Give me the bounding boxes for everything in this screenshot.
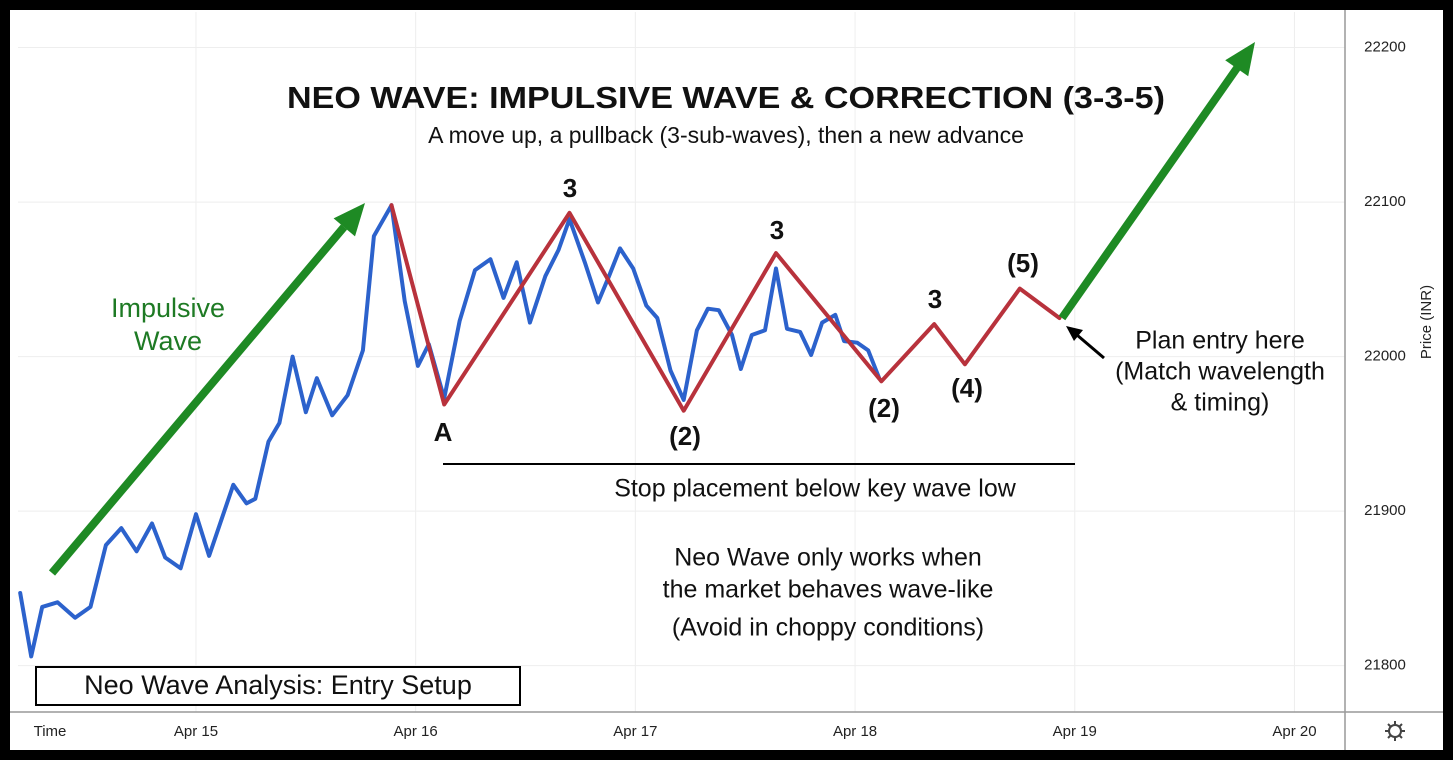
- annotation: (Avoid in choppy conditions): [672, 614, 984, 642]
- series-line: [389, 203, 1062, 413]
- caption: Neo Wave Analysis: Entry Setup: [84, 670, 472, 700]
- plot: [18, 203, 1062, 659]
- wave-label: 3: [770, 215, 784, 245]
- x-tick-label: Apr 16: [394, 723, 438, 740]
- annotation: the market behaves wave-like: [663, 576, 994, 604]
- wave-label: 3: [563, 173, 577, 203]
- annotation: (Match wavelength: [1115, 358, 1325, 386]
- settings-icon[interactable]: [1385, 721, 1405, 741]
- wave-label: (2): [669, 421, 701, 451]
- x-axis-label: Time: [34, 723, 67, 740]
- y-tick-label: 22200: [1364, 39, 1406, 56]
- wave-label: (2): [868, 393, 900, 423]
- annotation: & timing): [1171, 389, 1270, 417]
- y-axis-label: Price (INR): [1418, 285, 1435, 359]
- annotation: Stop placement below key wave low: [614, 475, 1017, 503]
- y-tick-label: 21800: [1364, 657, 1406, 674]
- caption-box: [35, 666, 521, 706]
- ticks: 21800 21900 22000 22100 22200 Apr 15 Apr 16 Apr…: [174, 39, 1406, 740]
- y-tick-label: 22000: [1364, 348, 1406, 365]
- chart-subtitle: A move up, a pullback (3-sub-waves), the…: [428, 122, 1024, 148]
- x-tick-label: Apr 17: [613, 723, 657, 740]
- x-tick-label: Apr 20: [1272, 723, 1316, 740]
- series-line: [18, 203, 882, 659]
- annotation: Impulsive: [111, 293, 225, 323]
- wave-label: A: [434, 417, 453, 447]
- arrow: [48, 224, 348, 576]
- wave-label: (4): [951, 373, 983, 403]
- annotation: Wave: [134, 326, 202, 356]
- wave-label: 3: [928, 284, 942, 314]
- x-tick-label: Apr 19: [1053, 723, 1097, 740]
- chart-background: [10, 10, 1443, 750]
- x-tick-label: Apr 18: [833, 723, 877, 740]
- arrow-head: [333, 203, 365, 237]
- arrow-head: [1225, 42, 1255, 77]
- chart-title: NEO WAVE: IMPULSIVE WAVE & CORRECTION (3…: [287, 80, 1165, 115]
- annotation: Plan entry here: [1135, 327, 1305, 355]
- y-tick-label: 22100: [1364, 193, 1406, 210]
- arrow: [1076, 333, 1105, 360]
- x-tick-label: Apr 15: [174, 723, 218, 740]
- y-tick-label: 21900: [1364, 502, 1406, 519]
- arrow: [1058, 65, 1241, 321]
- annotation: Neo Wave only works when: [674, 544, 982, 572]
- wave-label: (5): [1007, 248, 1039, 278]
- arrow-head: [1066, 326, 1083, 341]
